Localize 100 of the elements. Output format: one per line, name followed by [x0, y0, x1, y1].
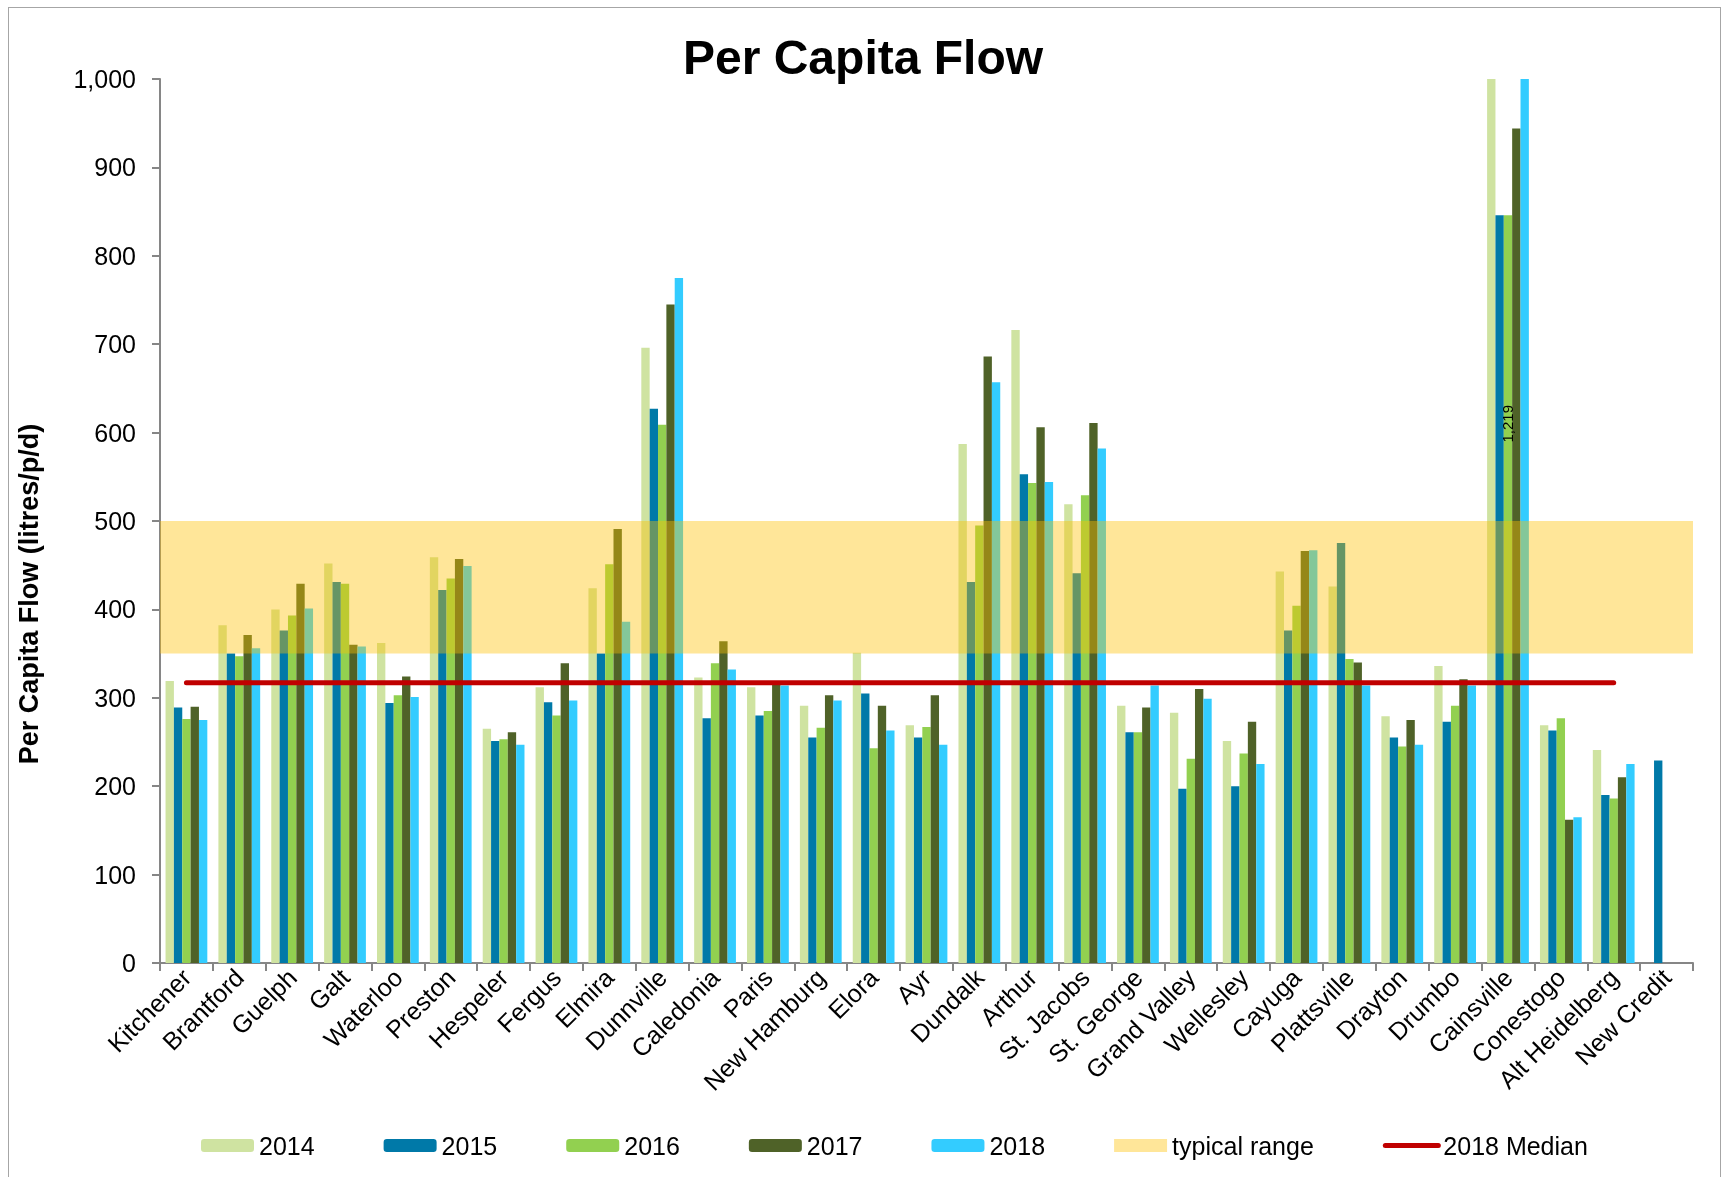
bar	[243, 635, 252, 963]
bar	[833, 700, 842, 963]
legend-label: 2018	[989, 1131, 1046, 1160]
bar	[1617, 777, 1627, 963]
bar	[983, 356, 992, 963]
bar	[1044, 482, 1054, 963]
legend-label: 2017	[806, 1131, 863, 1160]
bar	[235, 656, 244, 963]
bar	[808, 737, 817, 963]
bar	[1117, 705, 1126, 963]
y-tick-label: 900	[94, 153, 136, 182]
bar	[482, 728, 492, 963]
bar	[1467, 685, 1476, 963]
bar	[1353, 662, 1362, 963]
bar	[1300, 551, 1310, 963]
annotation: 1,219	[1499, 404, 1517, 443]
bar	[552, 715, 561, 963]
bar	[1389, 737, 1399, 963]
bar	[377, 642, 386, 963]
bar	[930, 695, 940, 963]
bar	[861, 693, 870, 963]
bar	[1328, 586, 1337, 963]
bar	[324, 563, 333, 963]
bar	[1573, 817, 1582, 963]
bar	[568, 700, 578, 963]
y-tick-label: 400	[94, 595, 136, 624]
bar	[226, 653, 236, 963]
legend-label: 2018 Median	[1443, 1131, 1588, 1160]
bar	[1520, 79, 1529, 963]
bar	[410, 696, 419, 963]
bar	[218, 625, 227, 963]
bar	[1064, 504, 1073, 963]
bar	[905, 725, 914, 963]
bar	[886, 730, 895, 963]
bar	[304, 608, 314, 963]
bar	[340, 583, 350, 963]
bar	[816, 727, 825, 963]
bar	[1539, 725, 1549, 963]
bar	[560, 663, 569, 963]
bar	[1097, 448, 1106, 963]
bar	[454, 559, 464, 963]
bar	[772, 683, 781, 963]
bar	[1011, 330, 1020, 963]
bar	[1601, 795, 1610, 963]
bar	[499, 739, 508, 963]
bar	[1019, 474, 1029, 963]
bar	[1654, 760, 1663, 963]
bar	[719, 641, 728, 963]
bar	[1503, 215, 1513, 963]
bar	[1450, 705, 1460, 963]
bar	[446, 578, 455, 963]
bar	[869, 748, 878, 963]
bar	[1194, 688, 1204, 963]
bar	[613, 528, 622, 963]
bar	[271, 609, 280, 963]
bar	[349, 644, 358, 963]
bar	[1609, 798, 1618, 963]
bar	[877, 705, 887, 963]
bar	[596, 653, 606, 963]
bar	[1231, 786, 1240, 963]
bar	[1556, 718, 1566, 963]
bar	[727, 669, 736, 963]
bar	[694, 677, 703, 963]
bar	[296, 583, 305, 963]
bar	[975, 525, 984, 963]
bar	[966, 582, 976, 963]
bar	[1256, 764, 1265, 963]
bar	[332, 582, 341, 963]
legend-label: 2016	[624, 1131, 680, 1160]
bar	[1203, 698, 1212, 963]
bar	[463, 566, 472, 963]
bar	[1414, 744, 1424, 963]
bar	[393, 695, 403, 963]
bar	[1292, 605, 1301, 963]
bar	[649, 408, 659, 963]
bar	[507, 732, 517, 963]
y-tick-label: 1,000	[73, 65, 136, 93]
bar	[279, 630, 288, 963]
bar	[799, 705, 809, 963]
bar	[1239, 753, 1248, 963]
bar	[674, 277, 684, 963]
bar	[1169, 712, 1179, 963]
bar	[1548, 730, 1557, 963]
bar	[1222, 741, 1232, 963]
bar	[702, 718, 711, 963]
bar	[1275, 571, 1285, 963]
bar	[1036, 427, 1045, 963]
bar	[190, 706, 199, 963]
bar	[991, 382, 1001, 963]
bar	[535, 687, 544, 963]
bar	[429, 557, 439, 963]
y-tick-label: 200	[94, 772, 136, 801]
chart-title: Per Capita Flow	[682, 30, 1044, 84]
bar	[755, 715, 764, 963]
bar	[852, 652, 862, 963]
bar	[1398, 746, 1407, 963]
bar	[516, 744, 525, 963]
y-tick-label: 700	[94, 330, 136, 359]
bar	[922, 726, 931, 963]
legend-label: 2014	[259, 1131, 315, 1160]
